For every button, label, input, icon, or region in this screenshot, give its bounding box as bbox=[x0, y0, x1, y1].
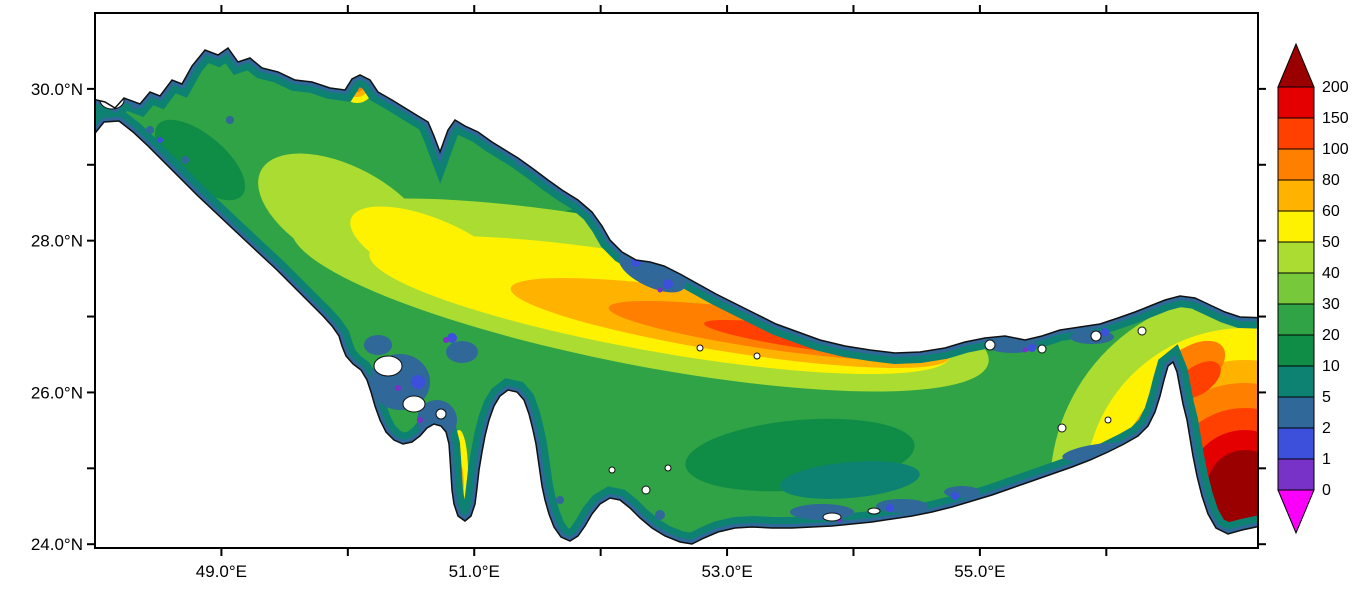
colorbar-cell bbox=[1277, 396, 1315, 429]
y-axis-tick-label: 30.0°N bbox=[31, 80, 83, 99]
island-patch bbox=[608, 466, 616, 474]
colorbar-over-arrow bbox=[1277, 42, 1315, 88]
shallow-patch bbox=[876, 499, 928, 513]
colorbar-cell bbox=[1277, 427, 1315, 460]
colorbar-label: 60 bbox=[1322, 203, 1340, 220]
colorbar-cell bbox=[1277, 458, 1315, 491]
colorbar-label: 200 bbox=[1322, 79, 1349, 96]
x-axis-tick-label: 51.0°E bbox=[449, 562, 500, 581]
colorbar-label: 10 bbox=[1322, 358, 1340, 375]
colorbar-label: 1 bbox=[1322, 451, 1331, 468]
colorbar-label: 2 bbox=[1322, 420, 1331, 437]
colorbar-cell bbox=[1277, 148, 1315, 181]
map-area bbox=[95, 47, 1258, 545]
x-axis-tick-label: 53.0°E bbox=[701, 562, 752, 581]
shallow-patch bbox=[447, 333, 457, 343]
shallow-patch bbox=[181, 156, 189, 164]
colorbar-cell bbox=[1277, 365, 1315, 398]
shallow-patch bbox=[422, 432, 434, 444]
islands-and-land-patches bbox=[99, 90, 1147, 522]
colorbar-label: 0 bbox=[1322, 482, 1331, 499]
colorbar-label: 100 bbox=[1322, 141, 1349, 158]
shallow-patch bbox=[790, 504, 854, 520]
island-patch bbox=[753, 352, 761, 360]
shallow-patch bbox=[446, 341, 478, 363]
colorbar-cell bbox=[1277, 86, 1315, 119]
colorbar-label: 150 bbox=[1322, 110, 1349, 127]
low-value-dot bbox=[657, 287, 663, 293]
island-patch bbox=[373, 355, 403, 377]
shallow-patch bbox=[364, 335, 392, 355]
shallow-patch bbox=[655, 510, 665, 520]
y-axis-tick-label: 24.0°N bbox=[31, 535, 83, 554]
deepest-blue-dots bbox=[395, 287, 1028, 523]
island-patch bbox=[1104, 416, 1112, 424]
shallow-patch bbox=[146, 126, 154, 134]
shallow-patch bbox=[663, 279, 673, 289]
shallow-patch bbox=[226, 116, 234, 124]
island-patch bbox=[1090, 330, 1102, 342]
shallow-patch bbox=[556, 496, 564, 504]
island-patch bbox=[696, 344, 704, 352]
shallow-patch bbox=[944, 486, 980, 498]
colorbar-cell bbox=[1277, 241, 1315, 274]
shallow-patch bbox=[1101, 328, 1109, 336]
low-value-dot bbox=[443, 337, 449, 343]
sea-field bbox=[95, 48, 1258, 544]
field-patch bbox=[780, 461, 920, 499]
colorbar-cell bbox=[1277, 272, 1315, 305]
island-patch bbox=[867, 507, 881, 515]
shallow-patch bbox=[506, 436, 514, 444]
island-patch bbox=[664, 464, 672, 472]
field-patch bbox=[154, 119, 246, 201]
low-value-dot bbox=[417, 417, 423, 423]
colorbar-label: 40 bbox=[1322, 265, 1340, 282]
colorbar-label: 5 bbox=[1322, 389, 1331, 406]
colorbar-label: 20 bbox=[1322, 327, 1340, 344]
island-patch bbox=[984, 339, 996, 351]
plot-frame bbox=[94, 12, 1259, 549]
y-axis-tick-label: 26.0°N bbox=[31, 383, 83, 402]
field-ring bbox=[1207, 450, 1258, 526]
colorbar-cell bbox=[1277, 210, 1315, 243]
island-patch bbox=[1037, 344, 1047, 354]
shallow-patch bbox=[411, 375, 425, 389]
island-patch bbox=[1057, 423, 1067, 433]
colorbar-cell bbox=[1277, 303, 1315, 336]
colorbar-cell bbox=[1277, 179, 1315, 212]
colorbar-under-arrow bbox=[1277, 489, 1315, 535]
colorbar-cell bbox=[1277, 117, 1315, 150]
axes: 49.0°E 51.0°E 53.0°E 55.0°E 30.0°N 28.0°N 26.0… bbox=[31, 5, 1266, 581]
field-band-blob bbox=[350, 206, 510, 294]
low-value-dot bbox=[395, 385, 401, 391]
x-axis-tick-label: 55.0°E bbox=[954, 562, 1005, 581]
colorbar-label: 80 bbox=[1322, 172, 1340, 189]
island-patch bbox=[822, 512, 842, 522]
shallow-patch bbox=[886, 504, 894, 512]
colorbar-label: 50 bbox=[1322, 234, 1340, 251]
island-patch bbox=[402, 395, 426, 413]
shallow-patch bbox=[951, 492, 959, 500]
shallow-patch bbox=[1028, 344, 1036, 352]
y-axis-tick-label: 28.0°N bbox=[31, 232, 83, 251]
colorbar-cell bbox=[1277, 334, 1315, 367]
shallow-blue-patches bbox=[131, 96, 1134, 520]
colorbar-label: 30 bbox=[1322, 296, 1340, 313]
low-value-dot bbox=[1022, 347, 1028, 353]
island-patch bbox=[435, 408, 447, 420]
shallow-patch bbox=[525, 465, 535, 475]
shallow-patch bbox=[157, 137, 163, 143]
island-patch bbox=[641, 485, 651, 495]
x-axis-tick-label: 49.0°E bbox=[196, 562, 247, 581]
island-patch bbox=[1137, 326, 1147, 336]
